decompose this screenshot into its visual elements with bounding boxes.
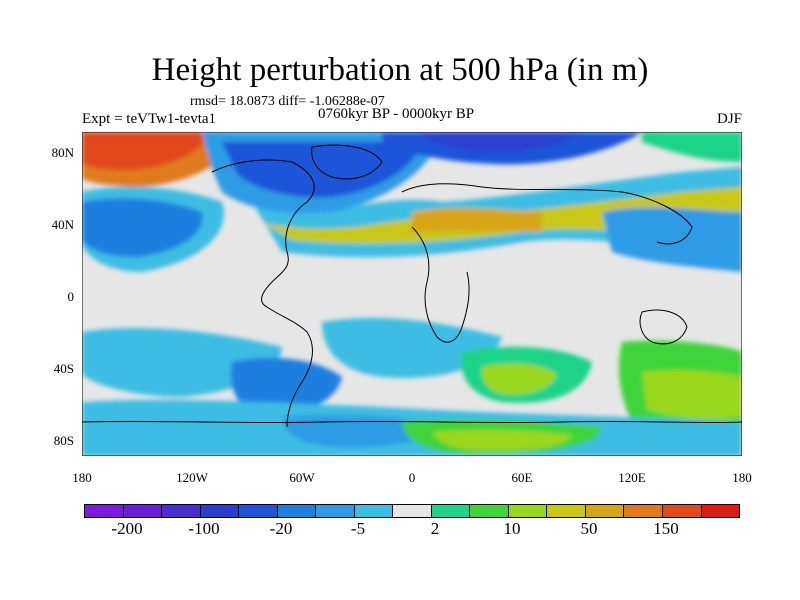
colorbar-swatch — [393, 505, 432, 517]
lat-label-40n: 40N — [51, 217, 74, 232]
lat-label-80s: 80S — [53, 433, 74, 448]
period-label: 0760kyr BP - 0000kyr BP — [318, 106, 475, 122]
lon-label-180e: 180 — [732, 470, 752, 485]
lat-label-40s: 40S — [53, 361, 74, 376]
colorbar-swatch — [123, 505, 163, 517]
colorbar-swatch — [162, 505, 201, 517]
colorbar-swatch — [316, 505, 355, 517]
colorbar-label: 50 — [580, 519, 598, 538]
colorbar-swatch — [547, 505, 586, 517]
lon-label-60w: 60W — [289, 470, 315, 485]
colorbar-label: 150 — [653, 519, 679, 538]
colorbar-swatch — [585, 505, 625, 517]
colorbar-swatch — [85, 505, 124, 517]
map-panel[interactable] — [76, 131, 743, 457]
colorbar-label: -20 — [269, 519, 293, 538]
colorbar-swatch — [662, 505, 702, 517]
anomaly-field — [82, 132, 742, 456]
colorbar-label: -200 — [111, 519, 143, 538]
colorbar-label: 10 — [503, 519, 521, 538]
lat-label-0: 0 — [67, 289, 75, 304]
map-svg — [76, 131, 743, 457]
lon-label-0: 0 — [408, 470, 416, 485]
colorbar-swatch — [701, 505, 740, 517]
lon-label-60e: 60E — [511, 470, 533, 485]
colorbar-swatch — [508, 505, 548, 517]
lon-label-120w: 120W — [176, 470, 208, 485]
season-label: DJF — [716, 111, 742, 127]
colorbar-swatch — [239, 505, 278, 517]
colorbar — [84, 504, 740, 518]
lat-label-80n: 80N — [51, 145, 74, 160]
coastlines — [82, 144, 742, 428]
colorbar-swatch — [431, 505, 471, 517]
plot-title: Height perturbation at 500 hPa (in m) — [151, 52, 649, 88]
colorbar-swatch — [277, 505, 317, 517]
stats-line: rmsd= 18.0873 diff= -1.06288e-07 — [190, 94, 385, 109]
lon-label-120e: 120E — [618, 470, 646, 485]
colorbar-swatch — [200, 505, 240, 517]
colorbar-swatch — [470, 505, 509, 517]
colorbar-label: -100 — [188, 519, 220, 538]
colorbar-swatch — [624, 505, 663, 517]
colorbar-label: 2 — [430, 519, 440, 538]
experiment-label: Expt = teVTw1-tevta1 — [82, 111, 217, 127]
lon-label-180w: 180 — [72, 470, 92, 485]
colorbar-label: -5 — [350, 519, 366, 538]
colorbar-swatch — [354, 505, 394, 517]
